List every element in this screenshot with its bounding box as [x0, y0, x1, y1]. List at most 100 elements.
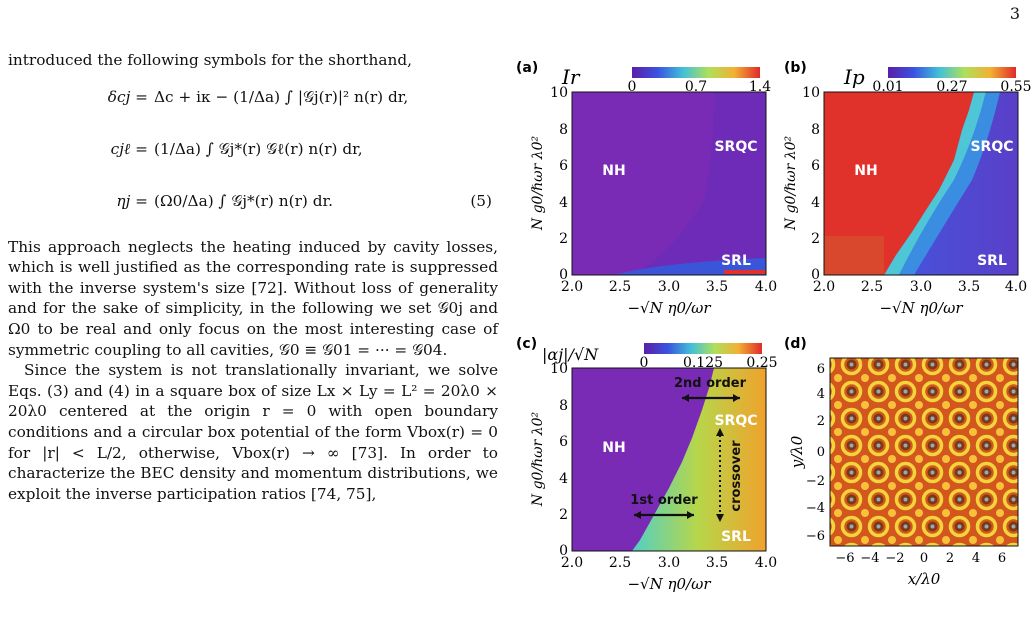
panel-a-ytick-6: 6	[559, 158, 568, 174]
panel-b-ytick-6: 6	[811, 158, 820, 174]
panel-b-xtick-3: 3.5	[958, 279, 980, 295]
eq1-lhs: δcj =	[107, 87, 148, 106]
panel-c-ytick-4: 4	[559, 471, 568, 487]
page-number: 3	[1009, 4, 1020, 23]
panel-c-region-srl: SRL	[721, 529, 751, 545]
panel-d-ytick-4: −2	[806, 474, 825, 489]
panel-c-region-srqc: SRQC	[714, 413, 757, 429]
panel-c-region-nh: NH	[602, 440, 625, 456]
panel-c-cbar-tick-1: 0.125	[683, 355, 723, 371]
panel-a-colorbar-title: Ir	[561, 65, 581, 89]
panel-b-ytick-8: 8	[811, 122, 820, 138]
panel-b-ytick-10: 10	[802, 85, 820, 101]
paragraph-1: This approach neglects the heating induc…	[8, 237, 498, 359]
panel-c-ytick-0: 0	[559, 543, 568, 559]
panel-b-ytick-0: 0	[811, 267, 820, 283]
panel-d-ytick-1: 4	[817, 387, 825, 402]
panel-c-xlabel: −√N η0/ωr	[627, 575, 711, 593]
panel-b-xlabel: −√N η0/ωr	[879, 299, 963, 317]
panel-a-xlabel: −√N η0/ωr	[627, 299, 711, 317]
panel-b-xtick-2: 3.0	[910, 279, 932, 295]
panel-c-xtick-2: 3.0	[658, 555, 680, 571]
equation-number: (5)	[470, 191, 492, 210]
panel-a-xtick-1: 2.5	[609, 279, 631, 295]
eq3-rhs: (Ω0/Δa) ∫ 𝒢j*(r) n(r) dr.	[154, 191, 334, 210]
panel-d-xtick-3: 0	[920, 551, 928, 566]
paragraph-2: Since the system is not translationally …	[8, 361, 498, 503]
panel-a-ytick-0: 0	[559, 267, 568, 283]
equation-block: δcj = Δc + iκ − (1/Δa) ∫ |𝒢j(r)|² n(r) d…	[8, 73, 498, 233]
panel-b-ytick-4: 4	[811, 195, 820, 211]
panel-c: (c) |αj|/√N 0 0.125 0.25 NH SRQC SRL 2nd…	[516, 336, 778, 593]
panel-a-ytick-4: 4	[559, 195, 568, 211]
panel-d-ytick-6: −6	[806, 529, 825, 544]
panel-d-density-image	[830, 358, 1018, 546]
panel-b-xtick-1: 2.5	[861, 279, 883, 295]
panel-d: (d) −6 −4 −2 0 2 4 6 x/λ0 6 4 2 0 −2 −4 …	[784, 336, 1019, 588]
panel-b-cbar-tick-1: 0.27	[936, 79, 967, 95]
eq1-rhs: Δc + iκ − (1/Δa) ∫ |𝒢j(r)|² n(r) dr,	[154, 87, 409, 106]
panel-d-ytick-5: −4	[806, 501, 825, 516]
panel-a-region-srl: SRL	[721, 253, 751, 269]
equation-delta: δcj = Δc + iκ − (1/Δa) ∫ |𝒢j(r)|² n(r) d…	[8, 87, 498, 129]
panel-c-xtick-1: 2.5	[609, 555, 631, 571]
panel-d-xtick-5: 4	[972, 551, 980, 566]
panel-c-ytick-8: 8	[559, 398, 568, 414]
panel-a-region-nh: NH	[602, 163, 625, 179]
panel-b-xtick-4: 4.0	[1005, 279, 1027, 295]
panel-b-region-nh: NH	[854, 163, 877, 179]
panel-a-cbar-tick-1: 0.7	[685, 79, 707, 95]
panel-d-ylabel: y/λ0	[788, 435, 806, 469]
panel-c-ytick-10: 10	[550, 361, 568, 377]
panel-b-ytick-2: 2	[811, 231, 820, 247]
figure: (a) Ir 0 0.7 1.4 NH SRQC SRL 2.0 2.5 3.0…	[516, 60, 1032, 593]
panel-c-annot-1st-order: 1st order	[630, 493, 698, 508]
panel-a-ylabel: N g0/ℏωr λ0²	[530, 135, 546, 231]
panel-d-xtick-6: 6	[998, 551, 1006, 566]
panel-d-xtick-1: −4	[860, 551, 879, 566]
body-text: introduced the following symbols for the…	[8, 50, 498, 504]
panel-a-colorbar	[632, 67, 760, 78]
panel-d-ytick-0: 6	[817, 362, 825, 377]
panel-c-xtick-3: 3.5	[706, 555, 728, 571]
panel-b-cbar-tick-0: 0.01	[872, 79, 903, 95]
panel-c-cbar-tick-2: 0.25	[746, 355, 777, 371]
panel-b-region-srqc: SRQC	[970, 139, 1013, 155]
panel-b-ylabel: N g0/ℏωr λ0²	[783, 135, 799, 231]
panel-a-xtick-4: 4.0	[755, 279, 777, 295]
panel-d-xtick-2: −2	[885, 551, 904, 566]
eq3-lhs: ηj =	[116, 191, 148, 210]
panel-c-annot-2nd-order: 2nd order	[674, 376, 747, 391]
panel-a-label: (a)	[516, 60, 538, 76]
panel-d-ytick-3: 0	[817, 445, 825, 460]
eq2-rhs: (1/Δa) ∫ 𝒢j*(r) 𝒢ℓ(r) n(r) dr,	[154, 139, 363, 158]
panel-d-xtick-0: −6	[835, 551, 854, 566]
panel-d-xtick-4: 2	[946, 551, 954, 566]
panel-b-label: (b)	[784, 60, 807, 76]
panel-c-ytick-6: 6	[559, 434, 568, 450]
panel-a-cbar-tick-2: 1.4	[749, 79, 771, 95]
panel-c-ytick-2: 2	[559, 507, 568, 523]
panel-a-xtick-3: 3.5	[706, 279, 728, 295]
panel-c-annot-crossover: crossover	[729, 440, 744, 512]
panel-a-region-srqc: SRQC	[714, 139, 757, 155]
panel-a: (a) Ir 0 0.7 1.4 NH SRQC SRL 2.0 2.5 3.0…	[516, 60, 777, 317]
panel-b-cbar-tick-2: 0.55	[1000, 79, 1031, 95]
panel-b: (b) Ip 0.01 0.27 0.55 NH SRQC SRL 2.0 2.…	[783, 60, 1032, 317]
panel-d-xlabel: x/λ0	[908, 570, 941, 588]
panel-c-cbar-tick-0: 0	[640, 355, 649, 371]
panel-d-label: (d)	[784, 336, 807, 352]
panel-b-xtick-0: 2.0	[813, 279, 835, 295]
panel-a-ytick-8: 8	[559, 122, 568, 138]
panel-b-colorbar	[888, 67, 1016, 78]
panel-a-ytick-10: 10	[550, 85, 568, 101]
panel-b-region-srl: SRL	[977, 253, 1007, 269]
panel-a-cbar-tick-0: 0	[628, 79, 637, 95]
panel-c-colorbar-title: |αj|/√N	[542, 345, 599, 364]
panel-d-ytick-2: 2	[817, 414, 825, 429]
intro-line: introduced the following symbols for the…	[8, 51, 413, 69]
eq2-lhs: cjℓ =	[110, 139, 148, 158]
panel-c-xtick-4: 4.0	[755, 555, 777, 571]
panel-a-xtick-2: 3.0	[658, 279, 680, 295]
panel-c-xtick-0: 2.0	[561, 555, 583, 571]
